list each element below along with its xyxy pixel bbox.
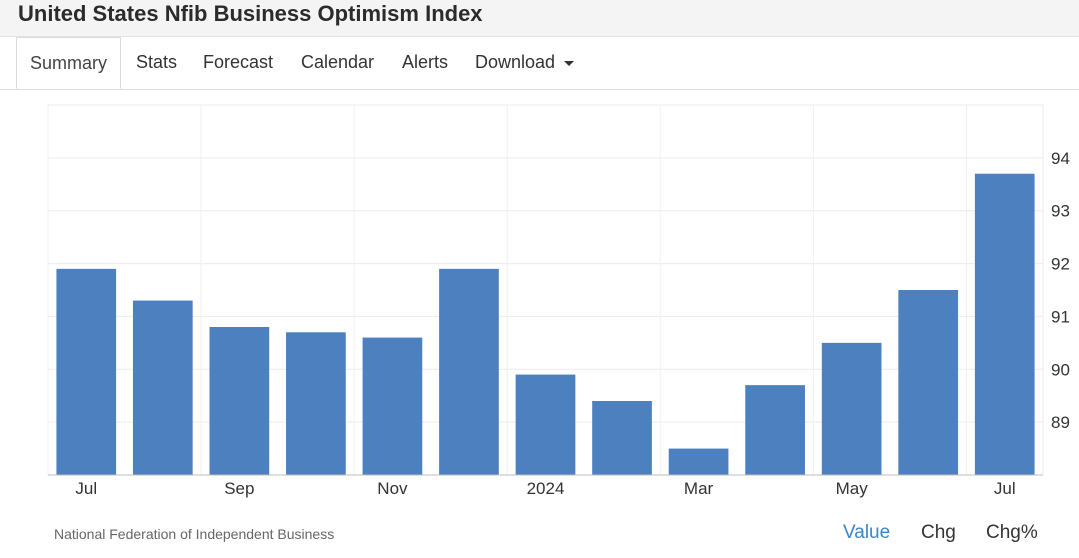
bar-9	[745, 385, 805, 475]
tab-strip: Summary Stats Forecast Calendar Alerts D…	[0, 37, 1079, 90]
tab-download-label: Download	[475, 52, 556, 72]
bar-chart: Jul Sep Nov 2024 Mar May Jul 89 90 91 92 93 94	[47, 104, 1070, 498]
x-tick-label-4: Nov	[377, 479, 408, 498]
tab-stats[interactable]: Stats	[136, 52, 178, 72]
x-tick-label-12: Jul	[994, 479, 1016, 498]
bar-12	[974, 173, 1035, 475]
tab-download[interactable]: Download	[475, 37, 575, 89]
tab-forecast[interactable]: Forecast	[203, 52, 274, 72]
bar-3	[286, 332, 346, 475]
chart-source: National Federation of Independent Busin…	[54, 526, 335, 542]
bar-10	[821, 342, 882, 475]
x-tick-label-6: 2024	[527, 479, 565, 498]
chg-pct-view-button[interactable]: Chg%	[986, 522, 1038, 543]
page-title: United States Nfib Business Optimism Ind…	[18, 1, 483, 26]
value-view-button[interactable]: Value	[843, 522, 891, 543]
x-tick-label-8: Mar	[684, 479, 714, 498]
tab-summary[interactable]: Summary	[16, 37, 122, 89]
bar-7	[592, 401, 652, 475]
y-tick-label-4: 93	[1051, 202, 1070, 221]
bar-5	[439, 268, 499, 475]
chg-view-button[interactable]: Chg	[921, 522, 956, 543]
tab-calendar[interactable]: Calendar	[301, 52, 375, 72]
bar-11	[898, 290, 959, 475]
bar-4	[362, 337, 423, 475]
tab-alerts[interactable]: Alerts	[402, 52, 449, 72]
y-tick-label-3: 92	[1051, 255, 1070, 274]
title-bar: United States Nfib Business Optimism Ind…	[0, 0, 1079, 37]
caret-down-icon	[564, 60, 575, 66]
y-tick-label-0: 89	[1051, 413, 1070, 432]
x-tick-label-10: May	[836, 479, 869, 498]
x-tick-label-2: Sep	[224, 479, 254, 498]
bar-1	[132, 300, 193, 475]
y-tick-label-1: 90	[1051, 360, 1070, 379]
bar-2	[209, 327, 270, 475]
bar-8	[668, 448, 729, 475]
y-tick-label-2: 91	[1051, 307, 1070, 326]
y-tick-label-5: 94	[1051, 149, 1070, 168]
bar-0	[56, 268, 117, 475]
bar-6	[515, 374, 576, 475]
x-tick-label-0: Jul	[75, 479, 97, 498]
